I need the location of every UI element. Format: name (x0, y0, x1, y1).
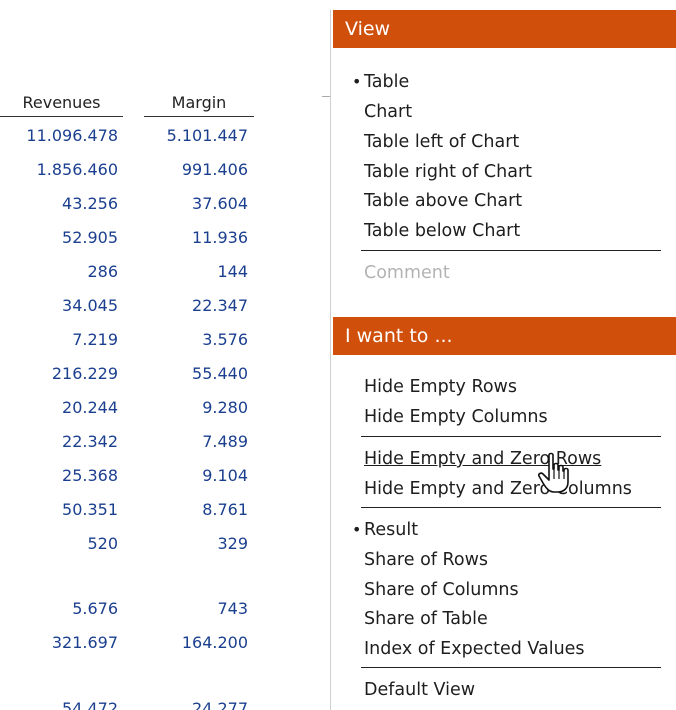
margin-cell: 5.101.447 (166, 126, 248, 145)
menu-item-table[interactable]: Table (352, 69, 409, 95)
i-want-divider-3 (361, 667, 661, 668)
menu-item-hide-empty-and-zero-rows[interactable]: Hide Empty and Zero Rows (364, 449, 602, 469)
menu-item-share-of-rows[interactable]: Share of Rows (364, 550, 489, 570)
menu-item-hide-empty-columns[interactable]: Hide Empty Columns (364, 407, 548, 427)
revenues-cell: 34.045 (62, 296, 118, 315)
margin-cell: 743 (217, 599, 248, 618)
margin-cell: 329 (217, 534, 248, 553)
view-section-header: View (333, 10, 676, 48)
menu-item-table-above-chart[interactable]: Table above Chart (364, 191, 523, 211)
revenues-cell: 25.368 (62, 466, 118, 485)
margin-cell: 37.604 (192, 194, 248, 213)
margin-cell: 55.440 (192, 364, 248, 383)
view-divider (361, 250, 661, 251)
revenues-cell: 286 (87, 262, 118, 281)
revenues-cell: 20.244 (62, 398, 118, 417)
menu-item-table-right-of-chart[interactable]: Table right of Chart (364, 162, 533, 182)
i-want-to-section-header: I want to ... (333, 317, 676, 355)
menu-item-index-of-expected-values[interactable]: Index of Expected Values (364, 639, 585, 659)
menu-item-share-of-columns[interactable]: Share of Columns (364, 580, 519, 600)
margin-cell: 144 (217, 262, 248, 281)
revenues-cell: 54.472 (62, 699, 118, 710)
menu-item-default-view[interactable]: Default View (364, 680, 476, 700)
revenues-cell: 216.229 (51, 364, 118, 383)
margin-cell: 8.761 (202, 500, 248, 519)
revenues-cell: 1.856.460 (36, 160, 118, 179)
margin-cell: 11.936 (192, 228, 248, 247)
data-table: Revenues Margin 11.096.478 5.101.447 1.856… (0, 0, 330, 710)
menu-item-result[interactable]: Result (352, 517, 418, 543)
menu-item-hide-empty-rows[interactable]: Hide Empty Rows (364, 377, 517, 397)
margin-cell: 9.104 (202, 466, 248, 485)
revenues-cell: 11.096.478 (26, 126, 118, 145)
margin-cell: 991.406 (181, 160, 248, 179)
revenues-cell: 321.697 (51, 633, 118, 652)
comment-menu-item: Comment (364, 263, 450, 283)
context-menu-panel: View Table Chart Table left of Chart Table … (330, 10, 676, 710)
menu-item-share-of-table[interactable]: Share of Table (364, 609, 488, 629)
menu-item-table-left-of-chart[interactable]: Table left of Chart (364, 132, 520, 152)
revenues-cell: 5.676 (72, 599, 118, 618)
margin-cell: 3.576 (202, 330, 248, 349)
revenues-cell: 22.342 (62, 432, 118, 451)
revenues-cell: 520 (87, 534, 118, 553)
margin-cell: 22.347 (192, 296, 248, 315)
revenues-cell: 50.351 (62, 500, 118, 519)
column-header-revenues[interactable]: Revenues (0, 92, 123, 117)
margin-cell: 164.200 (181, 633, 248, 652)
menu-item-chart[interactable]: Chart (364, 102, 413, 122)
i-want-divider-1 (361, 436, 661, 437)
menu-item-hide-empty-and-zero-columns[interactable]: Hide Empty and Zero Columns (364, 479, 632, 499)
hand-pointer-icon (538, 452, 569, 493)
revenues-cell: 7.219 (72, 330, 118, 349)
margin-cell: 24.277 (192, 699, 248, 710)
column-header-margin[interactable]: Margin (144, 92, 254, 117)
revenues-cell: 43.256 (62, 194, 118, 213)
divider-tick (322, 96, 330, 97)
menu-item-table-below-chart[interactable]: Table below Chart (364, 221, 521, 241)
margin-cell: 9.280 (202, 398, 248, 417)
margin-cell: 7.489 (202, 432, 248, 451)
revenues-cell: 52.905 (62, 228, 118, 247)
i-want-divider-2 (361, 507, 661, 508)
